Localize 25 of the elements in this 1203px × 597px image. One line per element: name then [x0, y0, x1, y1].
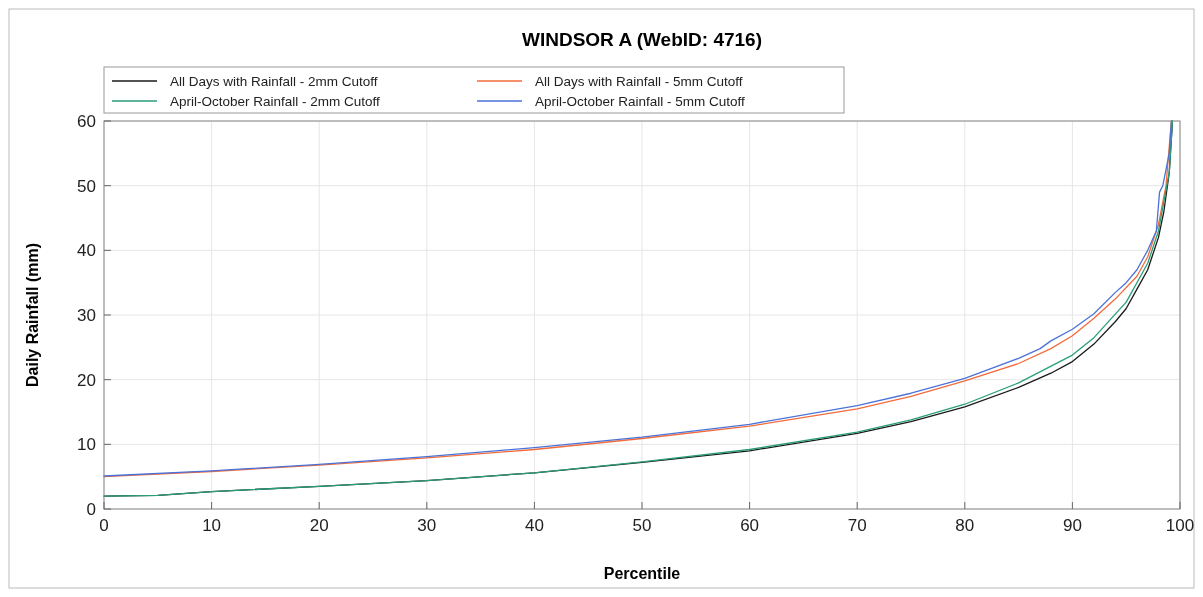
x-tick-label: 100	[1165, 516, 1195, 535]
legend-label: April-October Rainfall - 5mm Cutoff	[535, 94, 746, 109]
x-tick-label: 80	[955, 516, 975, 535]
chart-title: WINDSOR A (WebID: 4716)	[522, 29, 762, 50]
x-tick-label: 60	[740, 516, 760, 535]
y-axis-title: Daily Rainfall (mm)	[24, 242, 41, 388]
x-axis-title: Percentile	[603, 565, 681, 582]
x-tick-label: 90	[1062, 516, 1082, 535]
legend-label: April-October Rainfall - 2mm Cutoff	[170, 94, 381, 109]
x-tick-label: 10	[202, 516, 222, 535]
y-tick-label: 0	[86, 500, 96, 519]
y-tick-label: 50	[77, 176, 96, 196]
x-tick-label: 0	[99, 516, 109, 535]
y-tick-label: 20	[77, 370, 96, 390]
y-tick-label: 40	[77, 241, 96, 261]
y-tick-label: 30	[77, 306, 96, 325]
y-tick-label: 60	[77, 112, 96, 131]
x-tick-label: 50	[632, 516, 652, 535]
x-tick-label: 40	[524, 516, 544, 535]
x-tick-label: 70	[847, 516, 867, 535]
x-tick-label: 30	[417, 516, 437, 535]
y-tick-label: 10	[77, 435, 96, 455]
legend-label: All Days with Rainfall - 2mm Cutoff	[170, 74, 378, 89]
x-tick-label: 20	[309, 516, 329, 535]
legend-label: All Days with Rainfall - 5mm Cutoff	[535, 74, 743, 89]
